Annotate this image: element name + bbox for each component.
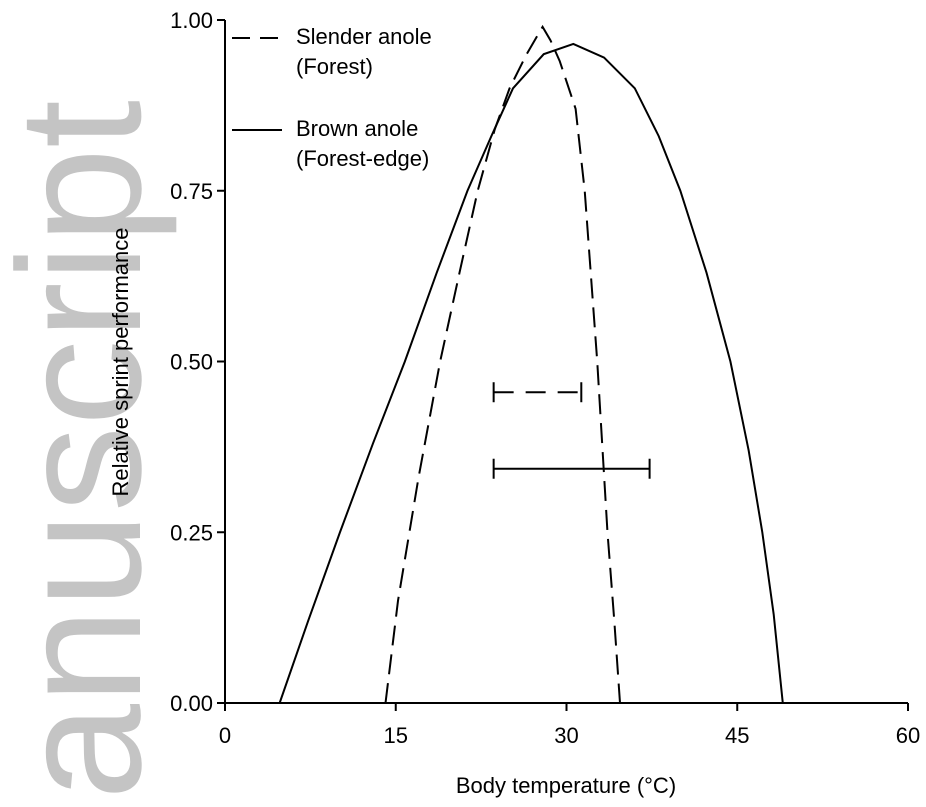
x-tick-label: 30: [554, 723, 578, 748]
y-axis-label: Relative sprint performance: [108, 227, 133, 496]
y-tick-label: 0.00: [170, 691, 213, 716]
x-tick-label: 0: [219, 723, 231, 748]
y-tick-label: 0.25: [170, 520, 213, 545]
curve: [278, 42, 784, 704]
x-tick-label: 60: [896, 723, 920, 748]
legend-label: Slender anole (Forest): [296, 24, 432, 79]
x-axis-label: Body temperature (°C): [456, 773, 676, 798]
x-tick-label: 45: [725, 723, 749, 748]
y-tick-label: 0.75: [170, 179, 213, 204]
watermark: anuscript: [0, 100, 178, 800]
legend-label: Brown anole (Forest-edge): [296, 116, 430, 171]
y-tick-label: 1.00: [170, 8, 213, 33]
y-tick-label: 0.50: [170, 350, 213, 375]
curve: [384, 24, 621, 704]
x-tick-label: 15: [384, 723, 408, 748]
